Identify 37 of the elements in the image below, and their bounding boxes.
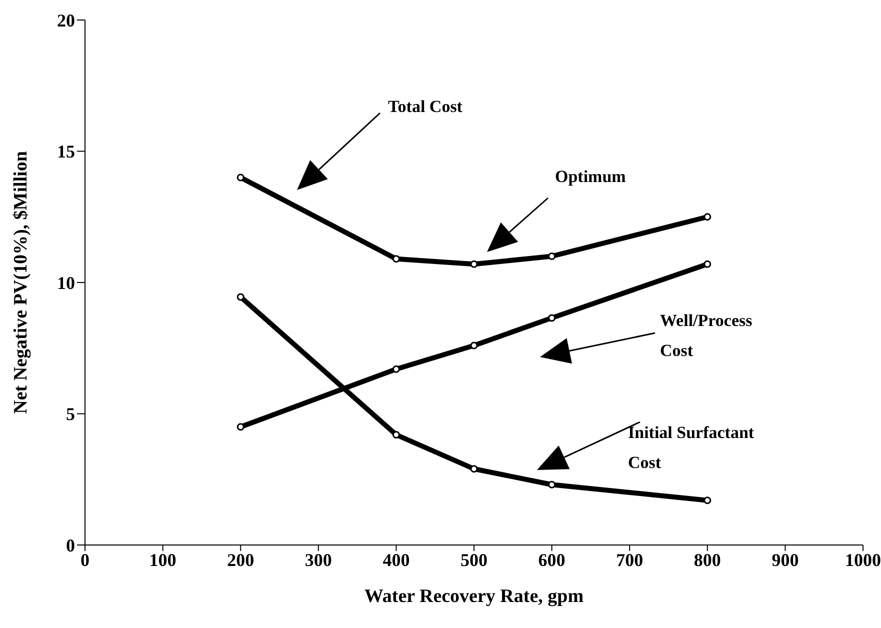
x-tick-label: 700: [616, 550, 644, 570]
x-tick-label: 1000: [845, 550, 881, 570]
point: [236, 423, 244, 431]
x-tick-label: 300: [304, 550, 332, 570]
point: [704, 213, 712, 221]
point: [470, 465, 478, 473]
x-tick-label: 900: [772, 550, 799, 570]
y-tick-label: 10: [57, 272, 75, 293]
point: [548, 480, 556, 488]
point: [704, 496, 712, 504]
point: [392, 431, 400, 438]
y-axis-title: Net Negative PV(10%), $Million: [10, 150, 32, 414]
x-tick-label: 200: [227, 550, 254, 570]
y-tick-label: 5: [66, 404, 75, 424]
point: [392, 365, 400, 373]
x-tick-label: 0: [80, 550, 90, 570]
x-axis-title: Water Recovery Rate, gpm: [364, 586, 584, 607]
point: [704, 260, 712, 268]
x-tick-label: 500: [460, 550, 488, 570]
y-tick-label: 15: [57, 142, 75, 162]
point: [548, 252, 556, 260]
point: [392, 255, 400, 263]
annotation: Total Cost: [388, 97, 463, 116]
x-tick-label: 800: [694, 550, 721, 570]
y-tick-label: 0: [66, 535, 75, 556]
annotation: Well/Process Cost: [660, 311, 753, 360]
point: [470, 260, 478, 268]
point: [470, 342, 478, 350]
point: [236, 174, 244, 182]
x-tick-label: 400: [382, 550, 410, 570]
x-tick-label: 600: [538, 550, 566, 570]
point: [236, 293, 244, 301]
annotation: Optimum: [555, 167, 626, 186]
y-tick-label: 20: [57, 10, 75, 30]
x-tick-label: 100: [149, 550, 176, 570]
point: [548, 314, 556, 322]
annotation: Initial Surfactant Cost: [628, 423, 754, 472]
